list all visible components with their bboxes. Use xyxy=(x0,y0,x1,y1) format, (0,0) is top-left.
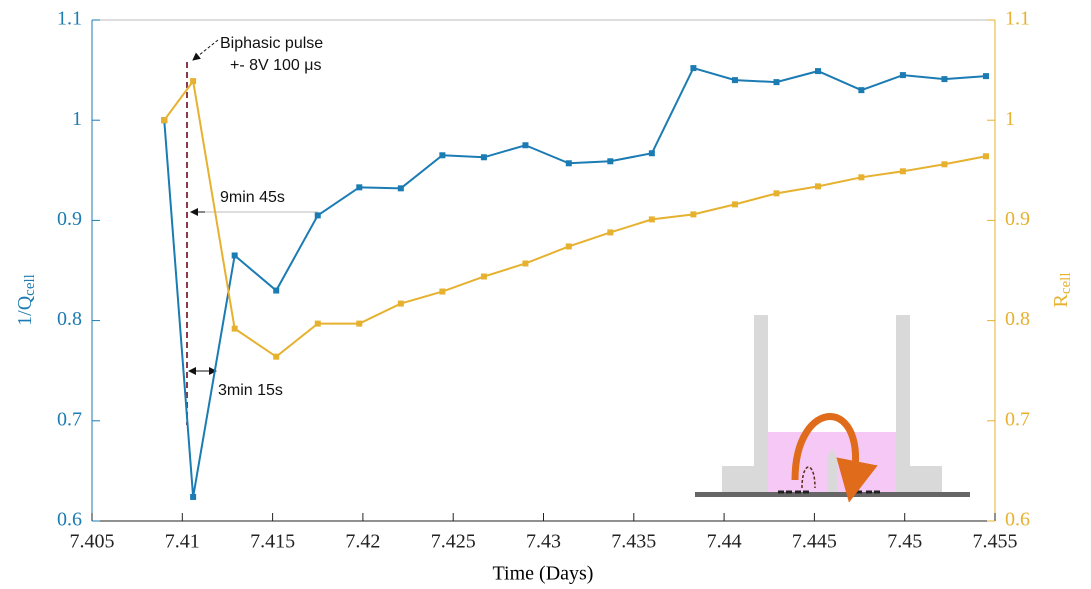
x-tick-label: 7.405 xyxy=(70,531,115,553)
y-axis-title: 1/Qcell xyxy=(14,274,39,326)
marker xyxy=(439,288,446,295)
marker xyxy=(314,212,321,219)
x-tick-label: 7.415 xyxy=(250,531,295,553)
annotation: Biphasic pulse xyxy=(220,35,323,52)
y2-axis-title: Rcell xyxy=(1050,273,1075,308)
marker xyxy=(648,216,655,223)
y-tick-label: 0.6 xyxy=(57,509,82,531)
marker xyxy=(522,142,529,149)
marker xyxy=(858,87,865,94)
marker xyxy=(397,300,404,307)
marker xyxy=(648,150,655,157)
marker xyxy=(231,325,238,332)
marker xyxy=(607,158,614,165)
y2-tick-label: 0.7 xyxy=(1005,408,1030,430)
x-tick-label: 7.455 xyxy=(973,531,1018,553)
marker xyxy=(899,168,906,175)
marker xyxy=(356,184,363,191)
x-tick-label: 7.41 xyxy=(165,531,200,553)
x-tick-label: 7.425 xyxy=(431,531,476,553)
series-line xyxy=(163,78,987,358)
y-axis-title-main: 1/Q xyxy=(14,295,36,326)
marker xyxy=(982,153,989,160)
x-tick-label: 7.45 xyxy=(887,531,922,553)
marker xyxy=(941,76,948,83)
marker xyxy=(273,353,280,360)
marker xyxy=(690,65,697,72)
marker xyxy=(899,72,906,79)
x-tick-label: 7.43 xyxy=(526,531,561,553)
annotation: +- 8V 100 μs xyxy=(230,57,322,74)
annotation: 9min 45s xyxy=(220,189,285,206)
marker xyxy=(815,183,822,190)
y2-tick-label: 0.6 xyxy=(1005,509,1030,531)
inset-diagram xyxy=(695,315,970,503)
y2-tick-label: 0.8 xyxy=(1005,308,1030,330)
marker xyxy=(522,260,529,267)
y-tick-label: 1.1 xyxy=(57,8,82,30)
marker xyxy=(731,77,738,84)
y-tick-label: 0.8 xyxy=(57,308,82,330)
marker xyxy=(607,229,614,236)
y-tick-label: 0.9 xyxy=(57,208,82,230)
marker xyxy=(480,273,487,280)
marker xyxy=(397,185,404,192)
marker xyxy=(161,117,168,124)
annotation: 3min 15s xyxy=(218,382,283,399)
x-tick-label: 7.42 xyxy=(345,531,380,553)
x-tick-label: 7.44 xyxy=(707,531,742,553)
y-tick-label: 0.7 xyxy=(57,408,82,430)
y2-tick-label: 1.1 xyxy=(1005,8,1030,30)
y2-tick-label: 0.9 xyxy=(1005,208,1030,230)
marker xyxy=(190,78,197,85)
marker xyxy=(480,154,487,161)
marker xyxy=(941,161,948,168)
marker xyxy=(565,243,572,250)
y-axis-title-sub: cell xyxy=(22,274,38,296)
marker xyxy=(231,252,238,259)
marker xyxy=(273,287,280,294)
pulse-pointer xyxy=(192,39,219,61)
marker xyxy=(858,174,865,181)
x-tick-label: 7.435 xyxy=(611,531,656,553)
y2-tick-label: 1 xyxy=(1005,108,1015,130)
y2-axis-title-main: R xyxy=(1050,294,1072,308)
marker xyxy=(982,73,989,80)
marker xyxy=(773,79,780,86)
marker xyxy=(565,160,572,167)
marker xyxy=(815,68,822,75)
marker xyxy=(190,493,197,500)
marker xyxy=(690,211,697,218)
x-tick-label: 7.445 xyxy=(792,531,837,553)
marker xyxy=(439,152,446,159)
marker xyxy=(314,320,321,327)
marker xyxy=(773,190,780,197)
marker xyxy=(356,320,363,327)
y-tick-label: 1 xyxy=(72,108,82,130)
y2-axis-title-sub: cell xyxy=(1058,273,1074,295)
marker xyxy=(731,201,738,208)
x-axis-title: Time (Days) xyxy=(493,563,594,585)
